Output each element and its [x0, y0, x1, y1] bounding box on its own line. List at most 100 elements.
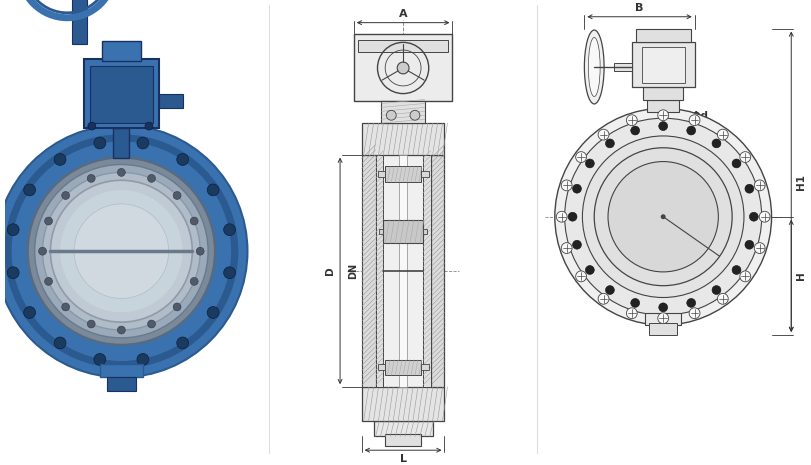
- Text: B: B: [635, 3, 644, 13]
- Circle shape: [177, 337, 189, 349]
- Circle shape: [759, 211, 770, 222]
- Circle shape: [745, 240, 753, 249]
- Circle shape: [599, 293, 609, 304]
- Bar: [72, 0, 87, 44]
- Bar: [375, 155, 384, 387]
- Bar: [423, 228, 427, 234]
- Circle shape: [689, 115, 700, 126]
- Bar: [646, 313, 681, 325]
- Circle shape: [118, 326, 126, 334]
- Bar: [643, 86, 683, 100]
- Circle shape: [687, 126, 696, 135]
- Bar: [385, 434, 421, 446]
- Bar: [431, 155, 444, 387]
- Circle shape: [599, 129, 609, 140]
- Bar: [358, 40, 448, 52]
- Circle shape: [606, 139, 615, 148]
- Bar: [90, 66, 153, 123]
- Circle shape: [712, 286, 721, 294]
- Bar: [385, 359, 421, 375]
- Circle shape: [626, 115, 637, 126]
- Circle shape: [7, 224, 19, 236]
- Circle shape: [659, 122, 667, 131]
- Circle shape: [145, 122, 153, 130]
- Circle shape: [0, 125, 247, 377]
- Bar: [636, 28, 691, 42]
- Circle shape: [573, 240, 581, 249]
- Bar: [647, 100, 679, 113]
- Circle shape: [594, 148, 732, 286]
- Circle shape: [54, 337, 66, 349]
- Circle shape: [94, 353, 105, 365]
- Circle shape: [712, 139, 721, 148]
- Circle shape: [732, 266, 741, 274]
- Circle shape: [5, 135, 238, 367]
- Circle shape: [45, 278, 53, 286]
- Bar: [114, 128, 129, 158]
- Bar: [421, 172, 429, 177]
- Circle shape: [42, 173, 200, 330]
- Bar: [642, 47, 684, 83]
- Circle shape: [631, 299, 640, 307]
- Circle shape: [224, 224, 235, 236]
- Circle shape: [224, 267, 235, 279]
- Bar: [354, 34, 453, 101]
- Circle shape: [196, 247, 204, 255]
- Circle shape: [7, 267, 19, 279]
- Circle shape: [740, 271, 751, 282]
- Circle shape: [576, 152, 586, 162]
- Bar: [423, 155, 431, 387]
- Circle shape: [410, 110, 420, 120]
- Circle shape: [754, 180, 765, 191]
- Circle shape: [50, 180, 192, 322]
- Text: H1: H1: [796, 174, 806, 190]
- Circle shape: [658, 313, 668, 324]
- Circle shape: [177, 153, 189, 166]
- Circle shape: [88, 320, 95, 328]
- Circle shape: [689, 308, 700, 319]
- Circle shape: [576, 271, 586, 282]
- Circle shape: [174, 192, 181, 199]
- Circle shape: [191, 278, 198, 286]
- Circle shape: [582, 136, 744, 298]
- Circle shape: [207, 306, 219, 319]
- Bar: [385, 166, 421, 182]
- Circle shape: [659, 303, 667, 312]
- Circle shape: [569, 213, 577, 221]
- Circle shape: [74, 204, 169, 299]
- Circle shape: [118, 168, 126, 176]
- Bar: [377, 172, 385, 177]
- Circle shape: [148, 174, 156, 182]
- Bar: [614, 63, 632, 71]
- Bar: [84, 59, 159, 128]
- Circle shape: [62, 192, 70, 199]
- Circle shape: [606, 286, 615, 294]
- Circle shape: [24, 306, 36, 319]
- Circle shape: [94, 137, 105, 149]
- Bar: [5, 0, 269, 458]
- Circle shape: [732, 159, 741, 168]
- Circle shape: [661, 214, 666, 219]
- Circle shape: [148, 320, 156, 328]
- Circle shape: [45, 217, 53, 225]
- Circle shape: [386, 110, 397, 120]
- Bar: [159, 93, 183, 108]
- Circle shape: [555, 108, 771, 325]
- Bar: [100, 364, 143, 377]
- Bar: [362, 387, 444, 421]
- Circle shape: [137, 353, 148, 365]
- Bar: [269, 0, 537, 458]
- Circle shape: [397, 62, 409, 74]
- Circle shape: [35, 165, 208, 338]
- Bar: [377, 365, 385, 371]
- Bar: [101, 41, 141, 61]
- Circle shape: [60, 190, 182, 312]
- Bar: [537, 0, 804, 458]
- Text: A: A: [399, 9, 407, 19]
- Circle shape: [740, 152, 751, 162]
- Text: D: D: [325, 266, 335, 275]
- Bar: [399, 155, 407, 387]
- Circle shape: [28, 158, 215, 345]
- Circle shape: [174, 303, 181, 311]
- Circle shape: [62, 303, 70, 311]
